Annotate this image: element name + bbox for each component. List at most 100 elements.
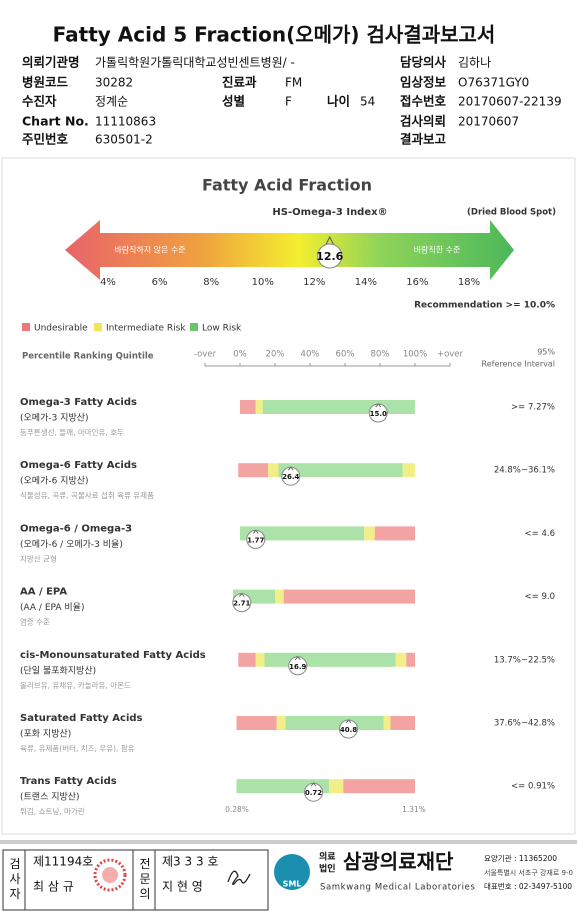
info-label: 임상정보 [400, 75, 447, 90]
item-marker-arrow [310, 782, 317, 787]
item-foods: 염증 수준 [20, 618, 50, 627]
item-name: cis-Monounsaturated Fatty Acids [20, 650, 206, 661]
item-reference: 37.6%~42.8% [494, 719, 555, 729]
info-value: 54 [360, 95, 375, 109]
zone [364, 526, 375, 541]
info-label: 접수번호 [400, 94, 447, 109]
info-value: 가톨릭학원가톨릭대학교성빈센트병원/ - [95, 56, 295, 70]
item-foods: 등푸른생선, 들깨, 아마인유, 호두 [20, 427, 124, 437]
index-tick-label: 14% [355, 277, 377, 288]
index-value: 12.6 [316, 250, 343, 263]
info-label: 검사의뢰 [400, 114, 446, 129]
item-korean: (오메가-6 / 오메가-3 비율) [20, 539, 123, 550]
item-name: AA / EPA [20, 587, 67, 598]
reference-title: Reference Interval [482, 360, 555, 369]
stamp [102, 867, 118, 883]
percentile-tick-label: 0% [233, 350, 247, 360]
index-tick-label: 10% [252, 277, 274, 288]
zone [255, 652, 265, 667]
percentile-tick-label: 60% [336, 350, 355, 360]
specialist-name: 지 현 영 [162, 880, 203, 894]
zone [240, 400, 256, 414]
item-value: 0.72 [305, 789, 322, 797]
zone [262, 400, 415, 414]
item-name: Omega-6 / Omega-3 [20, 523, 132, 534]
zone [264, 652, 396, 667]
examiner-number: 제11194호 [33, 855, 93, 869]
item-marker-arrow [375, 403, 382, 408]
item-foods: 튀김, 쇼트닝, 마가린 [20, 806, 85, 816]
item-marker-arrow [287, 466, 294, 471]
org-name-en: Samkwang Medical Laboratories [320, 883, 475, 893]
info-label: 나이 [327, 94, 350, 109]
legend-swatch [94, 323, 102, 331]
org-phone: 대표번호 : 02-3497-5100 [484, 882, 572, 891]
info-value: O76371GY0 [458, 76, 529, 90]
zone [374, 526, 415, 541]
index-title: HS-Omega-3 Index® [272, 207, 387, 218]
item-foods: 지방산 균형 [20, 553, 57, 563]
percentile-tick-label: 20% [266, 350, 285, 360]
signature [227, 870, 251, 885]
item-scale-label: 0.28% [225, 805, 249, 814]
footer: 검사자 제11194호 최 삼 규 전문의 제3 3 3 호 지 현 영 SML… [0, 840, 577, 911]
info-label: 주민번호 [22, 132, 69, 147]
legend-swatch [22, 323, 30, 331]
item-korean: (오메가-6 지방산) [20, 476, 89, 487]
zone [406, 652, 415, 667]
percentile-tick-label: 80% [371, 350, 390, 360]
index-tick-label: 6% [152, 277, 168, 288]
info-value: 김하나 [458, 56, 491, 70]
stamp [93, 858, 127, 892]
item-value: 16.9 [289, 663, 306, 671]
zone [240, 526, 365, 541]
item-value: 15.0 [370, 410, 387, 418]
reference-title: 95% [537, 348, 555, 357]
info-value: FM [285, 76, 302, 90]
examiner-title: 검사자 [8, 857, 22, 902]
info-value: 30282 [95, 76, 133, 90]
index-tick-label: 12% [303, 277, 325, 288]
item-reference: <= 9.0 [525, 592, 555, 602]
info-value: 20170607-22139 [458, 95, 562, 109]
info-value: 11110863 [95, 115, 156, 129]
org-name: 삼광의료재단 [343, 850, 454, 874]
info-label: 수진자 [22, 94, 57, 109]
zone [329, 779, 344, 794]
title: Fatty Acid 5 Fraction(오메가) 검사결과보고서 [53, 23, 496, 47]
zone [238, 463, 268, 478]
index-tick-label: 18% [458, 277, 480, 288]
item-marker-arrow [294, 656, 301, 661]
zone [278, 463, 403, 478]
item-reference: <= 0.91% [511, 782, 555, 792]
item-korean: (AA / EPA 비율) [20, 602, 84, 613]
zone [285, 716, 384, 730]
info-value: 정계순 [95, 95, 128, 109]
item-marker-arrow [238, 592, 245, 597]
item-marker-arrow [345, 719, 352, 724]
zone [402, 463, 415, 478]
percentile-tick-label: -over [194, 350, 217, 360]
zone [238, 652, 256, 667]
zone [343, 779, 415, 794]
logo-mark [274, 854, 310, 890]
low-label: 바람직하지 않은 수준 [114, 245, 185, 255]
section-title: Fatty Acid Fraction [202, 176, 372, 195]
zone [275, 589, 284, 604]
item-name: Saturated Fatty Acids [20, 713, 143, 724]
info-label: 진료과 [222, 75, 257, 90]
high-label: 바람직한 수준 [414, 245, 461, 255]
info-value: 20170607 [458, 115, 519, 129]
zone [383, 716, 391, 730]
percentile-tick-label: 40% [301, 350, 320, 360]
item-name: Omega-6 Fatty Acids [20, 460, 137, 471]
specimen: (Dried Blood Spot) [467, 208, 556, 218]
info-label: 담당의사 [400, 55, 447, 70]
item-name: Omega-3 Fatty Acids [20, 397, 137, 408]
zone [390, 716, 415, 730]
zone [268, 463, 279, 478]
logo-text: SML [283, 880, 302, 889]
index-marker-arrow [325, 235, 335, 246]
